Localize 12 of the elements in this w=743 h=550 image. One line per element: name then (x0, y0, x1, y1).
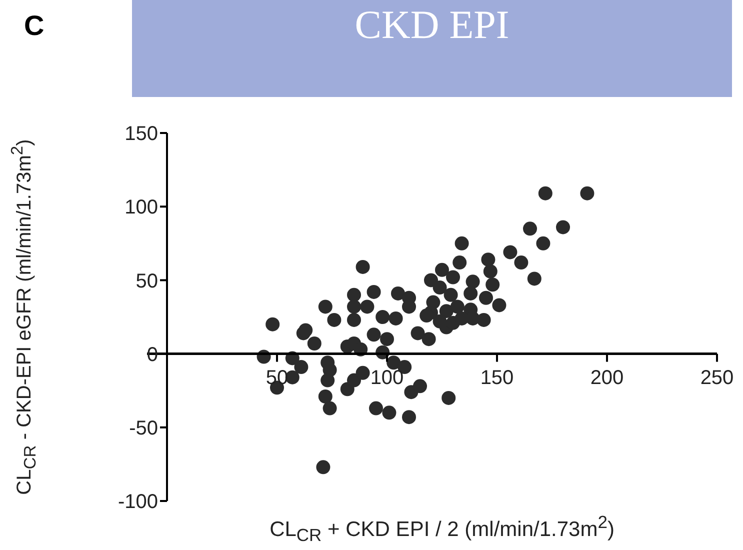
y-tick-label: 150 (124, 123, 158, 146)
x-tick-label: 250 (700, 366, 734, 389)
y-tick-label: 100 (124, 196, 158, 219)
y-tick-label: -100 (118, 491, 158, 514)
x-tick-label: 150 (480, 366, 514, 389)
text: C (24, 10, 44, 42)
x-axis-title: CL$_{CR}$ + CKD EPI / 2 (ml/min/1.73m$^{2}$) (268, 512, 616, 546)
chart-title: CKD EPI (132, 0, 732, 97)
y-tick-label: 50 (136, 270, 158, 292)
x-tick-label: 200 (590, 366, 624, 389)
x-tick-label: 100 (370, 366, 404, 389)
y-tick-label: -50 (129, 418, 158, 440)
